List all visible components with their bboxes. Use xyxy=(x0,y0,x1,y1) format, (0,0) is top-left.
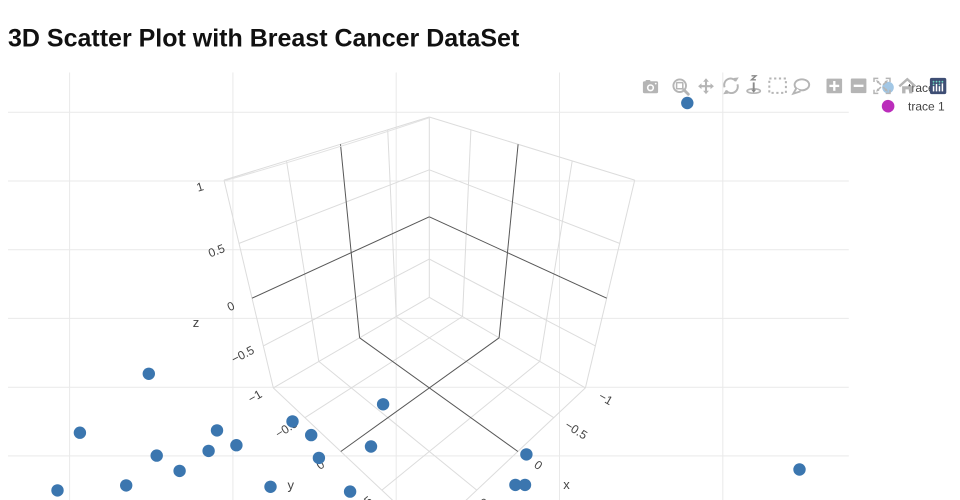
svg-text:0: 0 xyxy=(225,298,237,314)
svg-text:1: 1 xyxy=(195,179,206,194)
svg-text:0.5: 0.5 xyxy=(354,493,376,500)
svg-text:z: z xyxy=(193,315,200,330)
svg-text:−1: −1 xyxy=(246,387,265,406)
svg-text:y: y xyxy=(288,478,295,493)
svg-text:trace 1: trace 1 xyxy=(908,99,945,113)
svg-text:−0.5: −0.5 xyxy=(562,418,590,443)
svg-text:−1: −1 xyxy=(596,389,615,408)
svg-text:0: 0 xyxy=(532,458,546,473)
svg-text:0.5: 0.5 xyxy=(476,495,498,500)
svg-text:3D Scatter Plot with Breast Ca: 3D Scatter Plot with Breast Cancer DataS… xyxy=(8,25,520,53)
svg-text:0.5: 0.5 xyxy=(206,241,227,260)
svg-text:x: x xyxy=(563,477,570,492)
